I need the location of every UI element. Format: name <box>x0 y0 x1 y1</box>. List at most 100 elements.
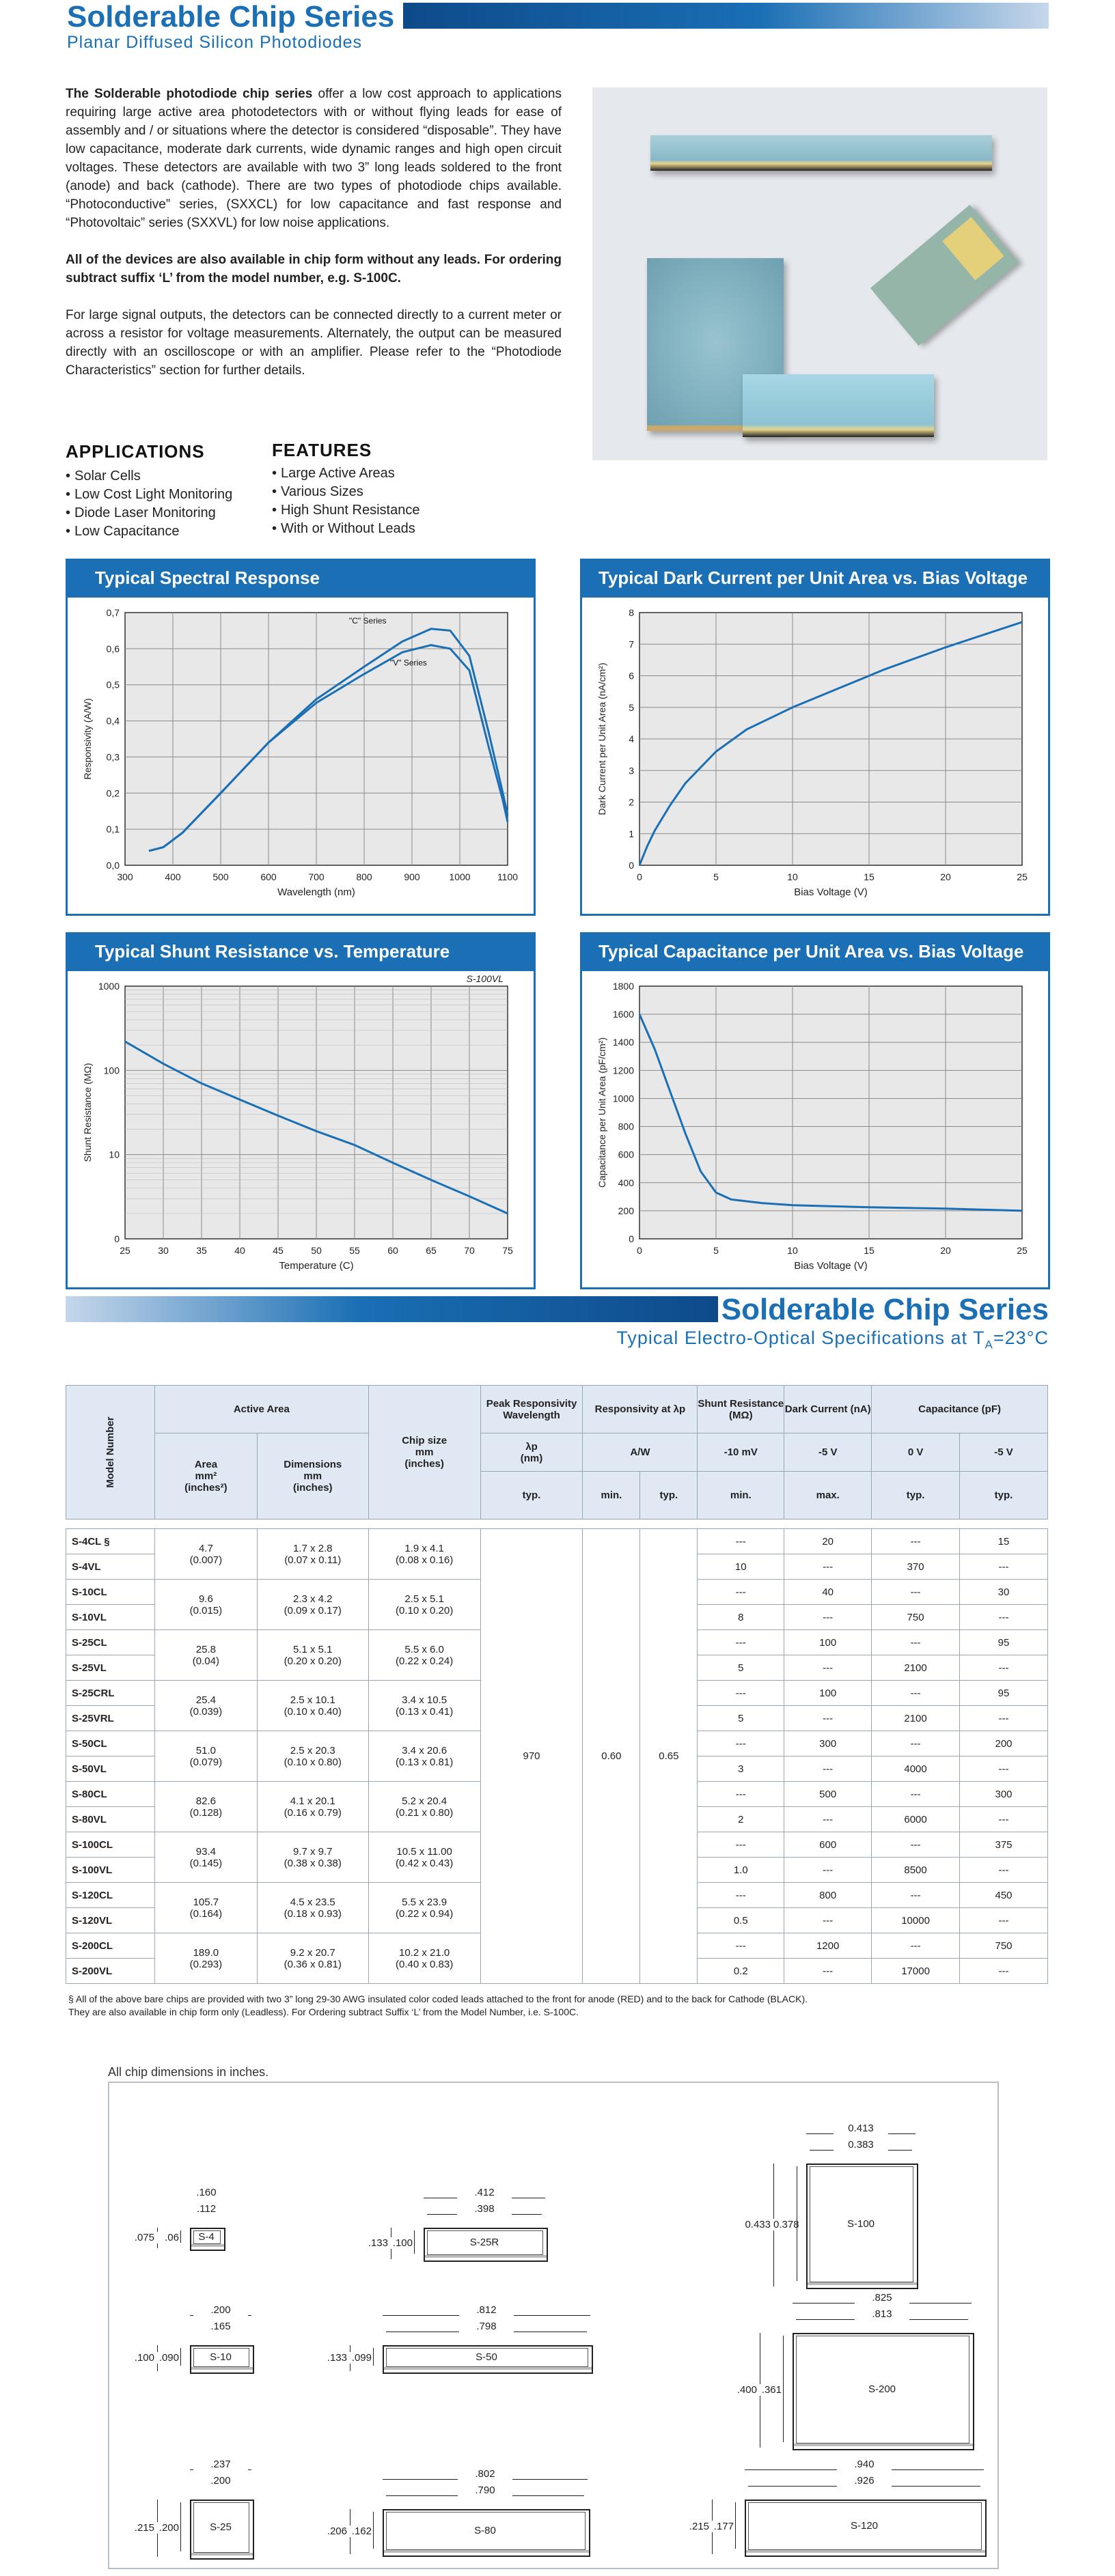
shunt-cell: 8 <box>697 1604 785 1630</box>
dim-line <box>414 2230 415 2254</box>
chip-photo <box>592 87 1047 460</box>
dark-current-cell: --- <box>784 1655 872 1681</box>
series-label: "C" Series <box>349 616 387 626</box>
chart-spectral-response: Typical Spectral Response 300 400 500 600 70… <box>66 559 536 916</box>
active-area-outline <box>193 2230 221 2244</box>
capacitance-0v-cell: 370 <box>871 1554 961 1580</box>
dim-height-outer: .075 <box>134 2232 154 2243</box>
dark-current-cell: --- <box>784 1756 872 1782</box>
shunt-cell: --- <box>697 1579 785 1605</box>
dim-width-outer: .237 <box>193 2459 248 2470</box>
capacitance-0v-cell: --- <box>871 1680 961 1706</box>
chip-unit-inch: (inches) <box>404 1458 444 1470</box>
dim-height-inner: .177 <box>712 2521 734 2532</box>
spec-table-body: S-4CL § 4.7 (0.007) 1.7 x 2.8 (0.07 x 0.11) 1… <box>66 1528 1048 1984</box>
model-cell: S-120VL <box>66 1907 155 1933</box>
header-capacitance: Capacitance (pF) <box>871 1385 1048 1433</box>
dim-width-inner: .398 <box>457 2203 512 2215</box>
capacitance-5v-cell: --- <box>959 1655 1048 1681</box>
capacitance-0v-cell: --- <box>871 1882 961 1908</box>
table-row: S-4CL § 4.7 (0.007) 1.7 x 2.8 (0.07 x 0.11) 1… <box>66 1528 1048 1984</box>
dimensions-cell: 9.2 x 20.7 (0.36 x 0.81) <box>256 1933 369 1984</box>
capacitance-0v-cell: --- <box>871 1579 961 1605</box>
x-tick-label: 300 <box>117 871 133 882</box>
header-model-label: Model Number <box>104 1416 116 1488</box>
capacitance-0v-cell: 4000 <box>871 1756 961 1782</box>
header-cap-cond-5: -5 V <box>959 1433 1048 1472</box>
table-row: S-100CL 93.4 (0.145) 9.7 x 9.7 (0.38 x 0.38)… <box>66 1832 1048 1883</box>
header-typ: typ. <box>639 1471 698 1520</box>
capacitance-5v-cell: --- <box>959 1705 1048 1731</box>
x-tick-label: 30 <box>158 1245 169 1256</box>
x-tick-label: 1100 <box>497 871 518 882</box>
chip-label: S-25 <box>210 2521 232 2533</box>
y-tick-label: 1800 <box>613 981 634 992</box>
header-bar <box>403 3 1049 29</box>
capacitance-5v-cell: --- <box>959 1756 1048 1782</box>
lead-strip <box>384 2550 589 2553</box>
dim-label: Dimensions <box>284 1459 342 1470</box>
chart-capacitance: Typical Capacitance per Unit Area vs. Bi… <box>580 932 1050 1289</box>
shunt-cell: 0.5 <box>697 1907 785 1933</box>
shunt-cell: --- <box>697 1832 785 1858</box>
area-cell: 25.4 (0.039) <box>154 1680 258 1731</box>
features-heading: FEATURES <box>272 440 372 460</box>
spec-subtitle-pre: Typical Electro-Optical Specifications a… <box>616 1328 985 1348</box>
header-dark: Dark Current (nA) <box>784 1385 872 1433</box>
spec-subtitle-post: =23°C <box>993 1328 1049 1348</box>
x-tick-label: 400 <box>165 871 181 882</box>
dark-current-cell: 1200 <box>784 1933 872 1959</box>
spec-header-bar <box>66 1296 718 1322</box>
dark-current-cell: --- <box>784 1857 872 1883</box>
model-cell: S-200CL <box>66 1933 155 1959</box>
intro-paragraph-3: For large signal outputs, the detectors … <box>66 308 562 378</box>
chip-outline <box>190 2500 254 2560</box>
area-cell: 25.8 (0.04) <box>154 1629 258 1681</box>
dimensions-cell: 2.3 x 4.2 (0.09 x 0.17) <box>256 1579 369 1630</box>
chip-size-cell: 5.5 x 6.0 (0.22 x 0.24) <box>368 1629 481 1681</box>
y-tick-label: 800 <box>618 1121 635 1132</box>
chip-size-cell: 5.5 x 23.9 (0.22 x 0.94) <box>368 1882 481 1933</box>
x-axis-label: Temperature (C) <box>279 1260 353 1272</box>
header-typ: typ. <box>959 1471 1048 1520</box>
model-cell: S-10VL <box>66 1604 155 1630</box>
capacitance-5v-cell: --- <box>959 1958 1048 1984</box>
table-row: S-50VL 3 --- 4000 --- <box>66 1756 1048 1782</box>
active-area-outline <box>193 2502 249 2553</box>
model-cell: S-10CL <box>66 1579 155 1605</box>
x-tick-label: 65 <box>426 1245 437 1256</box>
chip-label: S-10 <box>210 2351 232 2363</box>
x-tick-label: 20 <box>940 871 951 882</box>
series-line <box>638 621 1023 866</box>
table-row: S-25CRL 25.4 (0.039) 2.5 x 10.1 (0.10 x 0.40… <box>66 1680 1048 1731</box>
dim-line <box>180 2230 181 2243</box>
table-row: S-120CL 105.7 (0.164) 4.5 x 23.5 (0.18 x 0.9… <box>66 1882 1048 1933</box>
x-tick-label: 55 <box>349 1245 360 1256</box>
x-tick-label: 0 <box>637 871 642 882</box>
chip-label: S-50 <box>476 2351 497 2363</box>
table-row: S-80CL 82.6 (0.128) 4.1 x 20.1 (0.16 x 0.79)… <box>66 1781 1048 1832</box>
header-min: min. <box>582 1471 641 1520</box>
chip-outline <box>190 2228 225 2251</box>
y-tick-label: 0 <box>629 860 634 871</box>
active-area-outline <box>810 2166 913 2282</box>
spec-subtitle-sub: A <box>985 1338 993 1352</box>
dim-width-inner: .798 <box>459 2321 514 2332</box>
dimensions-cell: 4.1 x 20.1 (0.16 x 0.79) <box>256 1781 369 1832</box>
header-typ: typ. <box>480 1471 583 1520</box>
table-row: S-10VL 8 --- 750 --- <box>66 1604 1048 1630</box>
table-row: S-100VL 1.0 --- 8500 --- <box>66 1857 1048 1883</box>
chip-label: S-120 <box>850 2520 879 2532</box>
intro-paragraph-2: All of the devices are also available in… <box>66 253 562 285</box>
header-model: Model Number <box>66 1385 155 1520</box>
chip-size-cell: 2.5 x 5.1 (0.10 x 0.20) <box>368 1579 481 1630</box>
dim-height-outer: .400 <box>737 2384 757 2396</box>
y-tick-label: 200 <box>618 1205 635 1216</box>
capacitance-0v-cell: 750 <box>871 1604 961 1630</box>
intro-paragraph-1: The Solderable photodiode chip series of… <box>66 85 562 232</box>
model-cell: S-4CL § <box>66 1528 155 1554</box>
dim-width-outer: .200 <box>193 2304 248 2316</box>
dimensions-cell: 5.1 x 5.1 (0.20 x 0.20) <box>256 1629 369 1681</box>
dark-current-cell: 20 <box>784 1528 872 1554</box>
dark-current-cell: --- <box>784 1958 872 1984</box>
